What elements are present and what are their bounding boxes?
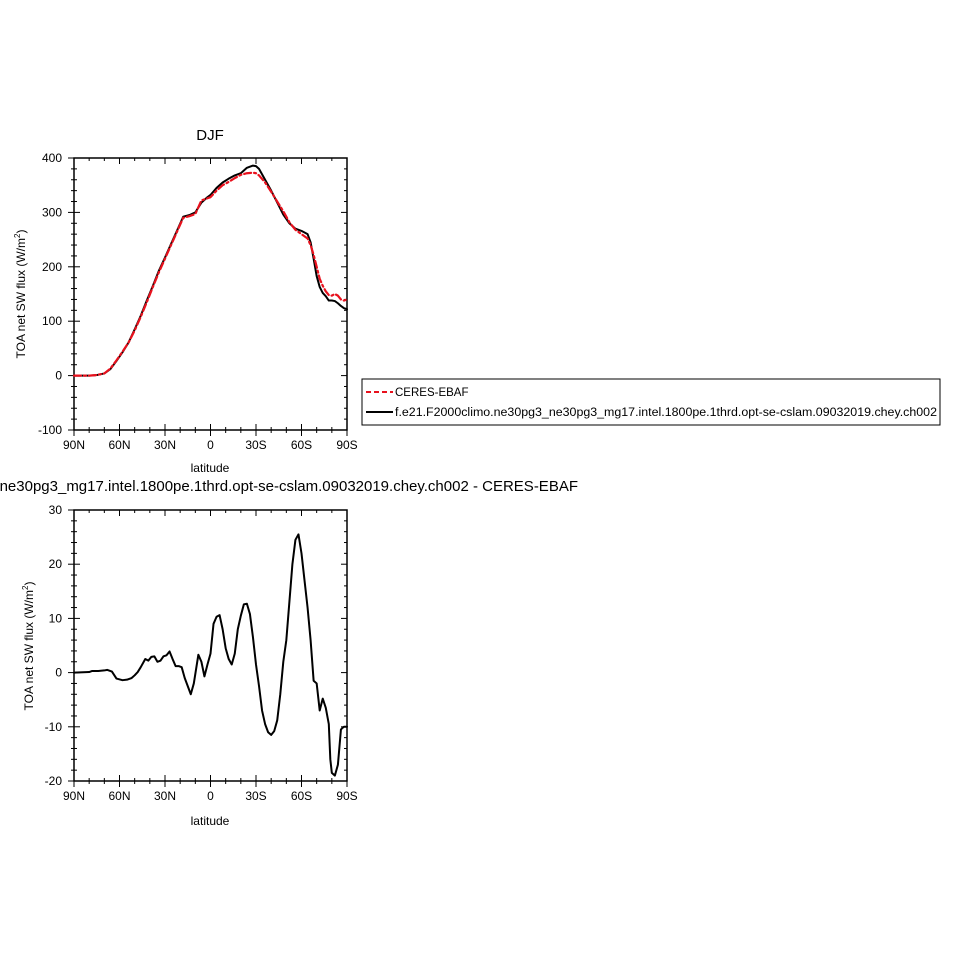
y-tick-label: -100 [38,423,62,437]
y-axis-label-close: ) [22,582,36,586]
x-axis-label: latitude [191,814,230,828]
x-tick-label: 0 [207,789,214,803]
y-tick-label: 100 [42,314,62,328]
series-lines [73,533,348,777]
y-ticks [68,157,347,431]
x-ticks [73,510,348,787]
y-axis-label-main: TOA net SW flux (W/m [14,238,28,358]
y-tick-label: 0 [55,369,62,383]
x-ticks [73,158,348,436]
series-line-ceres [72,171,349,377]
x-tick-label: 60S [291,438,312,452]
panel-top: DJF 90N 60N 30N 0 30S 60S 90S -100 0 100 200 300 40… [13,127,941,475]
chart-title: f.e21.F2000climo.ne30pg3_ne30pg3_mg17.in… [0,478,578,495]
y-tick-label: -10 [45,720,63,734]
y-tick-labels: -20 -10 0 10 20 30 [45,503,63,788]
y-tick-label: 300 [42,205,62,219]
y-axis-label-superscript: 2 [21,585,30,590]
y-tick-label: 20 [49,557,63,571]
x-tick-label: 90S [336,438,357,452]
x-tick-label: 90S [336,789,357,803]
x-tick-labels: 90N 60N 30N 0 30S 60S 90S [63,789,358,803]
x-tick-label: 90N [63,789,85,803]
x-tick-label: 60N [108,789,130,803]
legend-label-model: f.e21.F2000climo.ne30pg3_ne30pg3_mg17.in… [395,407,937,419]
legend-label-ceres: CERES-EBAF [395,387,469,399]
y-ticks [68,509,347,782]
x-tick-label: 30S [245,438,266,452]
panel-bottom: f.e21.F2000climo.ne30pg3_ne30pg3_mg17.in… [0,478,578,828]
y-tick-label: 200 [42,260,62,274]
y-axis-label-superscript: 2 [13,233,22,238]
x-tick-label: 30N [154,438,176,452]
y-axis-label: TOA net SW flux (W/m2) [13,230,28,359]
x-tick-label: 60S [291,789,312,803]
y-tick-label: 10 [49,611,63,625]
x-tick-label: 90N [63,438,85,452]
series-line-model [73,533,348,777]
x-tick-label: 60N [108,438,130,452]
y-axis-label-main: TOA net SW flux (W/m [22,590,36,710]
y-tick-label: -20 [45,774,63,788]
x-axis-label: latitude [191,461,230,475]
x-tick-label: 30S [245,789,266,803]
y-tick-label: 30 [49,503,63,517]
y-tick-labels: -100 0 100 200 300 400 [38,151,62,437]
series-lines [72,164,349,377]
x-tick-label: 30N [154,789,176,803]
y-tick-label: 400 [42,151,62,165]
legend-box [361,378,941,426]
y-axis-label-close: ) [14,230,28,234]
y-axis-label: TOA net SW flux (W/m2) [21,582,36,711]
x-tick-labels: 90N 60N 30N 0 30S 60S 90S [63,438,358,452]
legend: CERES-EBAF f.e21.F2000climo.ne30pg3_ne30… [361,378,941,426]
x-tick-label: 0 [207,438,214,452]
y-tick-label: 0 [55,666,62,680]
chart-title: DJF [196,127,224,144]
